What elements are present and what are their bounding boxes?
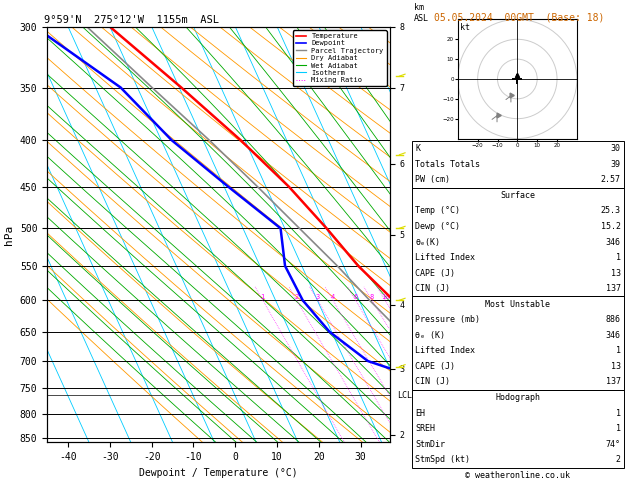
Text: Lifted Index: Lifted Index: [415, 253, 475, 262]
Text: 1: 1: [616, 409, 621, 417]
Text: 137: 137: [606, 378, 621, 386]
Text: EH: EH: [415, 409, 425, 417]
Text: 137: 137: [606, 284, 621, 293]
Text: LCL: LCL: [397, 391, 412, 399]
Text: CIN (J): CIN (J): [415, 378, 450, 386]
Text: 2: 2: [294, 294, 299, 300]
Text: StmSpd (kt): StmSpd (kt): [415, 455, 470, 464]
Text: 9°59'N  275°12'W  1155m  ASL: 9°59'N 275°12'W 1155m ASL: [44, 15, 219, 25]
Legend: Temperature, Dewpoint, Parcel Trajectory, Dry Adiabat, Wet Adiabat, Isotherm, Mi: Temperature, Dewpoint, Parcel Trajectory…: [292, 30, 386, 86]
Text: 6: 6: [353, 294, 357, 300]
Text: Hodograph: Hodograph: [496, 393, 540, 402]
Text: 346: 346: [606, 331, 621, 340]
Text: θₑ (K): θₑ (K): [415, 331, 445, 340]
Text: 2.57: 2.57: [601, 175, 621, 184]
Text: 1: 1: [616, 253, 621, 262]
Text: Pressure (mb): Pressure (mb): [415, 315, 480, 324]
Text: PW (cm): PW (cm): [415, 175, 450, 184]
Text: 39: 39: [611, 160, 621, 169]
Text: 346: 346: [606, 238, 621, 246]
Text: 15.2: 15.2: [601, 222, 621, 231]
Text: 30: 30: [611, 144, 621, 153]
Text: StmDir: StmDir: [415, 440, 445, 449]
Text: 886: 886: [606, 315, 621, 324]
Text: 13: 13: [611, 269, 621, 278]
Text: kt: kt: [460, 23, 470, 32]
Text: SREH: SREH: [415, 424, 435, 433]
Y-axis label: hPa: hPa: [4, 225, 14, 244]
Text: Surface: Surface: [501, 191, 535, 200]
Text: CAPE (J): CAPE (J): [415, 362, 455, 371]
Text: 25.3: 25.3: [601, 207, 621, 215]
Text: 8: 8: [370, 294, 374, 300]
Text: Temp (°C): Temp (°C): [415, 207, 460, 215]
Text: CAPE (J): CAPE (J): [415, 269, 455, 278]
Text: © weatheronline.co.uk: © weatheronline.co.uk: [465, 471, 571, 480]
Text: 05.05.2024  00GMT  (Base: 18): 05.05.2024 00GMT (Base: 18): [434, 12, 604, 22]
Text: K: K: [415, 144, 420, 153]
Text: Most Unstable: Most Unstable: [486, 300, 550, 309]
Text: 1: 1: [616, 347, 621, 355]
Text: 74°: 74°: [606, 440, 621, 449]
Text: Dewp (°C): Dewp (°C): [415, 222, 460, 231]
X-axis label: Dewpoint / Temperature (°C): Dewpoint / Temperature (°C): [139, 468, 298, 478]
Text: 13: 13: [611, 362, 621, 371]
Text: CIN (J): CIN (J): [415, 284, 450, 293]
Text: Totals Totals: Totals Totals: [415, 160, 480, 169]
Text: 1: 1: [616, 424, 621, 433]
Text: 4: 4: [331, 294, 335, 300]
Text: θₑ(K): θₑ(K): [415, 238, 440, 246]
Text: 2: 2: [616, 455, 621, 464]
Text: 3: 3: [315, 294, 320, 300]
Text: km
ASL: km ASL: [414, 3, 429, 22]
Text: 10: 10: [381, 294, 389, 300]
Text: Lifted Index: Lifted Index: [415, 347, 475, 355]
Text: 1: 1: [260, 294, 265, 300]
